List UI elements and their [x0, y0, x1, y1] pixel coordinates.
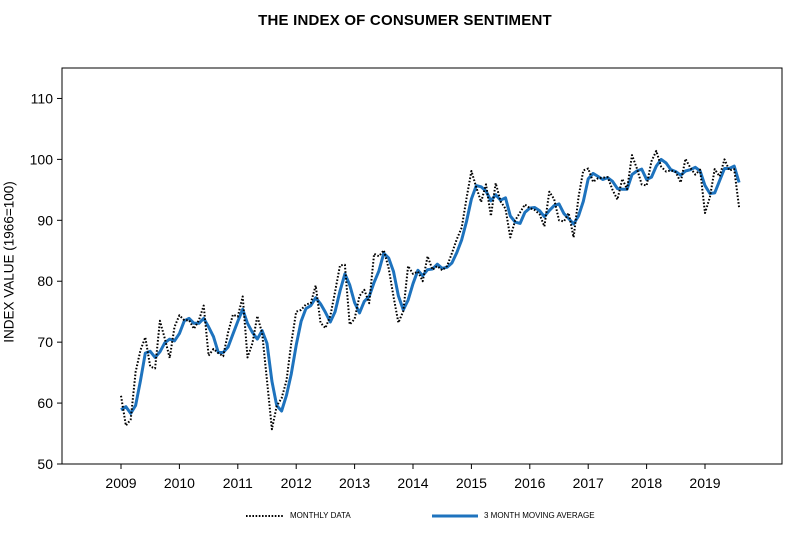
legend-swatch-monthly [246, 514, 284, 517]
x-tick-label: 2019 [689, 475, 720, 491]
y-axis-label: INDEX VALUE (1966=100) [1, 181, 17, 343]
y-tick-label: 70 [37, 334, 53, 350]
legend-label-moving-average: 3 MONTH MOVING AVERAGE [484, 511, 595, 520]
x-tick-label: 2010 [164, 475, 195, 491]
y-tick-label: 90 [37, 212, 53, 228]
x-tick-label: 2011 [223, 475, 253, 491]
legend-item-monthly: MONTHLY DATA [246, 511, 351, 520]
x-tick-label: 2018 [631, 475, 662, 491]
y-tick-label: 80 [37, 273, 53, 289]
series-line-moving-average [120, 157, 741, 415]
x-tick-label: 2013 [339, 475, 370, 491]
x-tick-label: 2015 [456, 475, 487, 491]
y-tick-label: 50 [37, 456, 53, 472]
series-line-monthly-data [120, 149, 741, 431]
legend-swatch-moving-average [432, 514, 478, 517]
x-tick-label: 2009 [105, 475, 136, 491]
x-axis: 2009 2010 2011 2012 2013 2014 2015 2016 2017 2018… [105, 464, 721, 491]
y-tick-label: 60 [37, 395, 53, 411]
legend-label-monthly: MONTHLY DATA [290, 511, 351, 520]
x-tick-label: 2014 [397, 475, 428, 491]
y-tick-label: 100 [30, 151, 54, 167]
chart-title: THE INDEX OF CONSUMER SENTIMENT [258, 12, 552, 29]
legend-item-moving-average: 3 MONTH MOVING AVERAGE [432, 511, 595, 520]
plot-frame [61, 67, 783, 465]
x-tick-label: 2012 [281, 475, 312, 491]
x-tick-label: 2017 [573, 475, 604, 491]
y-axis: 50 60 70 80 90 100 110 [30, 90, 62, 472]
y-tick-label: 110 [31, 90, 54, 106]
x-tick-label: 2016 [514, 475, 545, 491]
